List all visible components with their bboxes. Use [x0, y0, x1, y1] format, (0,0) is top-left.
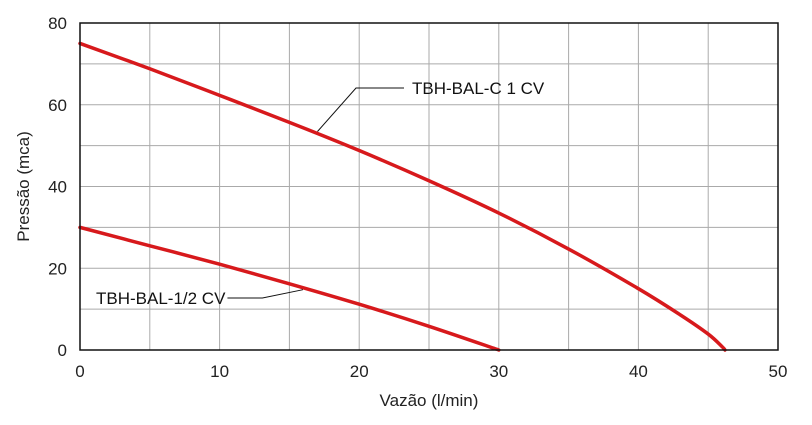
- series-annotations: TBH-BAL-C 1 CV TBH-BAL-1/2 CV: [96, 79, 545, 308]
- series-label-1: TBH-BAL-C 1 CV: [412, 79, 545, 98]
- leader-line-2: [227, 289, 304, 299]
- grid: [80, 23, 778, 350]
- x-tick-label: 20: [350, 362, 369, 381]
- x-tick-label: 50: [769, 362, 788, 381]
- y-tick-label: 60: [48, 96, 67, 115]
- y-tick-label: 40: [48, 178, 67, 197]
- x-axis-title: Vazão (l/min): [380, 391, 479, 410]
- y-tick-label: 0: [58, 341, 67, 360]
- y-axis-title: Pressão (mca): [14, 131, 33, 242]
- y-tick-label: 80: [48, 14, 67, 33]
- series-lines: [78, 41, 727, 352]
- x-tick-label: 10: [210, 362, 229, 381]
- tick-labels: 0 10 20 30 40 50 0 20 40 60 80: [48, 14, 787, 381]
- series-line-2: [78, 225, 501, 352]
- y-tick-label: 20: [48, 259, 67, 278]
- series-label-2: TBH-BAL-1/2 CV: [96, 289, 226, 308]
- plot-frame: [79, 22, 779, 351]
- x-tick-label: 0: [75, 362, 84, 381]
- x-tick-label: 40: [629, 362, 648, 381]
- x-tick-label: 30: [489, 362, 508, 381]
- leader-line-1: [317, 87, 404, 132]
- series-line-1: [78, 41, 727, 352]
